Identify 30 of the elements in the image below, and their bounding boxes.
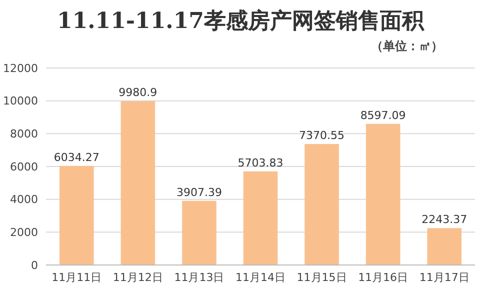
y-tick-label: 10000 <box>3 94 38 108</box>
y-tick-label: 4000 <box>10 193 38 206</box>
y-tick-label: 2000 <box>10 226 38 240</box>
chart-title: 11.11-11.17孝感房产网签销售面积 <box>56 7 426 36</box>
data-label: 2243.37 <box>422 213 468 226</box>
data-label: 9980.9 <box>118 86 158 100</box>
bar <box>120 101 156 265</box>
x-tick-label: 11月11日 <box>52 270 102 284</box>
x-tick-label: 11月15日 <box>296 270 347 284</box>
x-tick-label: 11月16日 <box>358 270 408 284</box>
data-label: 8597.09 <box>360 108 406 122</box>
bar <box>182 200 216 265</box>
data-label: 7370.55 <box>299 129 345 142</box>
x-tick-label: 11月17日 <box>419 270 470 284</box>
y-tick-label: 12000 <box>3 62 38 75</box>
bar <box>243 171 278 265</box>
x-tick-label: 11月14日 <box>236 270 286 284</box>
bar <box>304 144 339 265</box>
data-label: 3907.39 <box>176 186 222 199</box>
y-tick-label: 8000 <box>10 128 38 141</box>
bar <box>427 228 462 265</box>
data-label: 5703.83 <box>238 156 284 170</box>
bar <box>366 124 400 265</box>
x-tick-label: 11月12日 <box>112 270 163 284</box>
bar <box>59 166 94 265</box>
y-tick-label: 6000 <box>10 160 38 174</box>
y-tick-label: 0 <box>31 258 38 272</box>
chart-subtitle: （单位：㎡） <box>371 38 443 55</box>
x-tick-label: 11月13日 <box>174 270 224 284</box>
data-label: 6034.27 <box>54 150 100 164</box>
